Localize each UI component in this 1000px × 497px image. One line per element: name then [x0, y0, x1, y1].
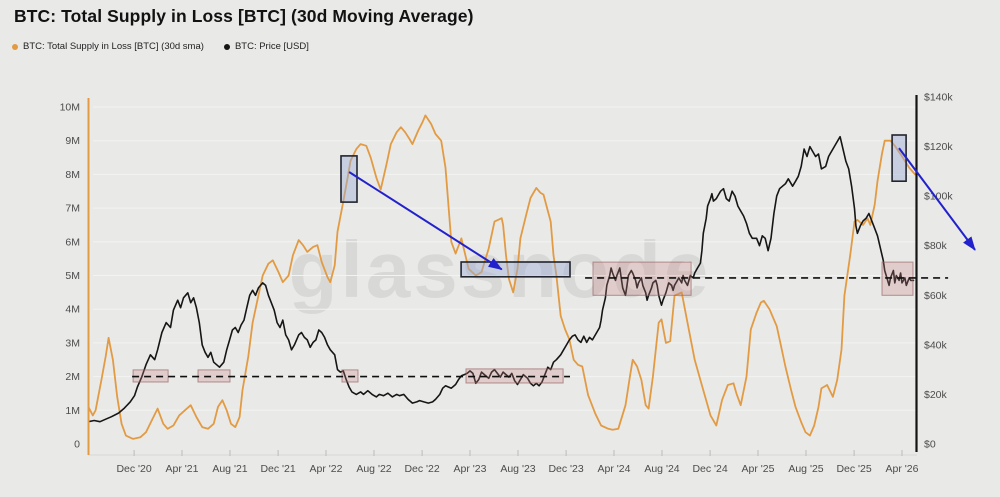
x-tick-label: Dec '23 — [548, 463, 583, 475]
x-tick-label: Aug '25 — [788, 463, 823, 475]
legend: BTC: Total Supply in Loss [BTC] (30d sma… — [12, 41, 309, 52]
y-left-tick-label: 7M — [65, 203, 80, 215]
x-tick-label: Apr '25 — [742, 463, 775, 475]
legend-item-supply-in-loss[interactable]: BTC: Total Supply in Loss [BTC] (30d sma… — [12, 41, 204, 52]
x-tick-label: Apr '24 — [598, 463, 631, 475]
y-right-tick-label: $20k — [924, 389, 948, 401]
black-series-dot-icon — [223, 43, 230, 50]
y-left-tick-label: 0 — [74, 439, 80, 451]
y-left-tick-label: 5M — [65, 270, 80, 282]
legend-item-price[interactable]: BTC: Price [USD] — [223, 41, 309, 52]
annotation-arrow — [898, 147, 976, 251]
annotation-arrow — [348, 171, 503, 271]
x-tick-label: Apr '26 — [886, 463, 919, 475]
x-tick-label: Apr '21 — [166, 463, 199, 475]
y-right-tick-label: $120k — [924, 141, 953, 153]
pink-highlight-box — [465, 368, 564, 384]
x-tick-label: Aug '23 — [500, 463, 535, 475]
y-left-tick-label: 9M — [65, 135, 80, 147]
y-right-tick-label: $60k — [924, 290, 948, 302]
x-tick-label: Dec '24 — [692, 463, 727, 475]
price-line — [87, 135, 915, 423]
legend-label: BTC: Total Supply in Loss [BTC] (30d sma… — [23, 41, 204, 52]
x-tick-label: Dec '22 — [404, 463, 439, 475]
y-left-tick-label: 8M — [65, 169, 80, 181]
blue-highlight-box — [891, 134, 907, 183]
legend-label: BTC: Price [USD] — [234, 41, 309, 52]
page-title: BTC: Total Supply in Loss [BTC] (30d Mov… — [14, 6, 474, 26]
y-left-tick-label: 10M — [60, 102, 80, 114]
pink-highlight-box — [592, 261, 692, 296]
orange-series-dot-icon — [12, 43, 18, 50]
pink-highlight-box — [881, 261, 914, 296]
x-tick-label: Dec '21 — [260, 463, 295, 475]
x-tick-label: Apr '22 — [310, 463, 343, 475]
y-right-tick-label: $0 — [924, 439, 936, 451]
y-right-tick-label: $100k — [924, 191, 953, 203]
x-tick-label: Dec '25 — [836, 463, 871, 475]
x-tick-label: Aug '21 — [212, 463, 247, 475]
x-tick-label: Dec '20 — [116, 463, 151, 475]
y-left-tick-label: 2M — [65, 371, 80, 383]
x-tick-label: Aug '24 — [644, 463, 679, 475]
x-tick-label: Aug '22 — [356, 463, 391, 475]
y-right-tick-label: $140k — [924, 92, 953, 104]
y-right-tick-label: $40k — [924, 339, 948, 351]
y-left-tick-label: 6M — [65, 236, 80, 248]
y-left-tick-label: 4M — [65, 304, 80, 316]
supply-in-loss-line — [87, 114, 916, 440]
y-left-tick-label: 3M — [65, 337, 80, 349]
x-tick-label: Apr '23 — [454, 463, 487, 475]
y-right-tick-label: $80k — [924, 240, 948, 252]
pink-highlight-box — [197, 369, 231, 383]
blue-highlight-box — [460, 261, 571, 278]
y-left-tick-label: 1M — [65, 405, 80, 417]
blue-highlight-box — [340, 155, 358, 203]
